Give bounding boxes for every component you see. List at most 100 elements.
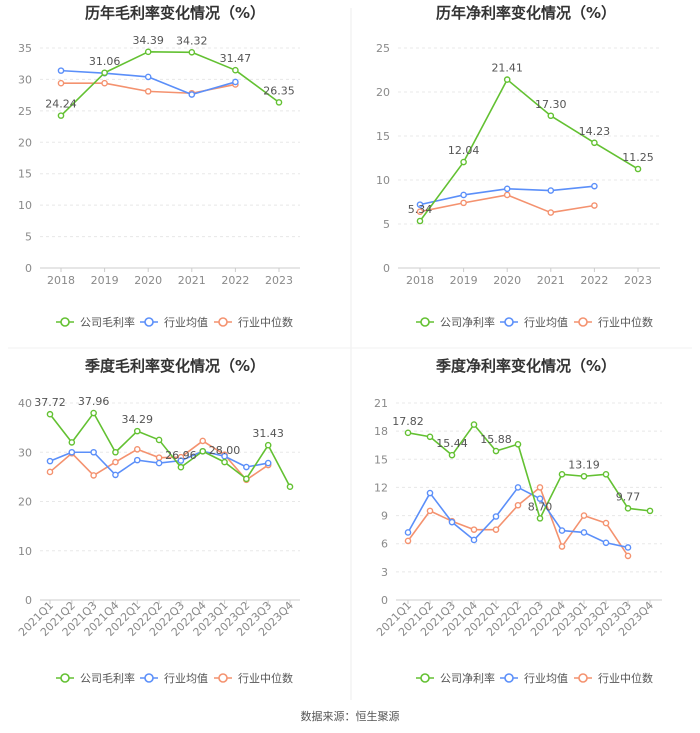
y-tick-label: 15 [374,453,388,466]
data-point-company [286,483,294,491]
data-point-industry_avg [155,459,163,467]
data-point-industry_avg [177,457,185,464]
y-tick-label: 15 [376,130,390,143]
y-tick-label: 0 [25,262,32,275]
data-point-company [514,440,522,448]
data-label: 37.96 [78,395,110,408]
data-label: 9.77 [616,490,641,503]
y-tick-label: 5 [25,231,32,244]
data-label: 8.70 [528,500,553,513]
data-point-company [188,48,196,56]
legend-label: 公司毛利率 [80,315,135,329]
legend-marker-company [420,673,430,683]
data-label: 34.32 [176,34,208,47]
data-point-industry_median [536,484,544,491]
y-tick-label: 20 [18,136,32,149]
data-label: 37.72 [34,396,66,409]
x-tick-label: 2019 [450,274,478,287]
x-tick-label: 2021 [537,274,565,287]
data-label: 31.47 [220,52,252,65]
data-point-industry_avg [426,489,434,497]
data-point-industry_avg [188,91,196,98]
data-point-industry_avg [404,529,412,536]
data-label: 12.04 [448,144,480,157]
data-label: 14.23 [579,125,611,138]
data-point-industry_avg [232,78,239,86]
legend-label: 行业中位数 [238,315,293,329]
data-point-company [46,410,54,418]
x-tick-label: 2023 [624,274,652,287]
y-tick-label: 9 [381,510,388,523]
data-point-company [275,99,283,106]
legend-marker-industry_median [578,673,588,683]
data-point-company [503,76,511,83]
data-point-industry_median [90,472,97,479]
data-point-company [144,48,152,56]
data-point-industry_avg [536,495,544,502]
x-tick-label: 2020 [134,274,162,287]
y-tick-label: 0 [381,594,388,607]
data-label: 13.19 [568,458,600,471]
legend-label: 行业均值 [164,672,208,685]
legend-label: 公司净利率 [440,671,495,685]
chart-panel-4: 季度净利率变化情况（%）0369121518212021Q12021Q22021… [374,357,662,685]
data-point-industry_avg [221,452,228,460]
data-point-industry_avg [492,513,500,520]
data-point-industry_avg [547,187,555,194]
data-point-industry_median [591,202,598,209]
y-tick-label: 25 [376,42,390,55]
data-point-industry_avg [514,484,522,491]
data-point-industry_avg [558,527,566,534]
legend-marker-industry_avg [504,673,514,683]
series-line-industry_median [407,486,629,557]
data-point-industry_avg [90,448,97,456]
data-point-company [90,409,97,417]
data-point-company [243,475,250,483]
data-point-industry_avg [503,185,511,193]
data-point-company [101,69,108,77]
data-point-industry_median [624,552,632,560]
data-point-company [470,421,478,428]
data-label: 28.00 [209,444,241,457]
data-label: 17.82 [392,415,424,428]
legend-marker-industry_avg [144,673,154,683]
data-point-industry_median [112,458,119,466]
y-tick-label: 12 [374,481,388,494]
legend-label: 行业中位数 [238,671,293,685]
data-point-industry_median [416,208,424,215]
data-point-company [558,470,566,478]
data-label: 34.39 [132,34,164,47]
series-line-company [60,51,280,117]
chart-title: 季度净利率变化情况（%） [436,357,616,375]
legend-marker-industry_median [218,317,228,327]
data-point-industry_median [492,526,500,533]
x-tick-label: 2022 [221,274,249,287]
legend-label: 行业均值 [524,672,568,685]
data-point-industry_avg [112,471,119,479]
data-point-company [492,447,500,455]
data-point-industry_median [101,79,108,87]
data-point-industry_median [460,199,467,207]
series-line-company [407,423,651,520]
chart-panel-2: 历年净利率变化情况（%） 0 5 10 15 20 25 2018 2019 2020 2021 20… [376,4,660,329]
x-tick-label: 2020 [493,274,521,287]
y-tick-label: 15 [18,168,32,181]
legend-marker-company [60,317,70,327]
data-point-company [57,112,65,119]
data-point-company [580,472,588,480]
data-label: 15.44 [436,437,468,450]
data-point-industry_avg [416,201,424,208]
data-point-company [624,505,632,512]
legend-label: 行业中位数 [598,315,653,329]
data-point-company [547,112,555,120]
data-label: 31.06 [89,55,121,68]
data-point-company [634,165,642,173]
x-tick-label: 2018 [406,274,434,287]
x-tick-label: 2019 [91,274,119,287]
data-point-industry_avg [470,536,478,544]
legend-marker-industry_median [218,673,228,683]
legend-label: 公司净利率 [440,315,495,329]
data-point-company [591,139,598,147]
legend-label: 行业均值 [524,316,568,329]
data-point-industry_median [602,519,610,527]
